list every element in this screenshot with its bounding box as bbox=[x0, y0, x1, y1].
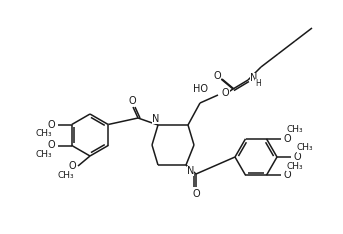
Text: O: O bbox=[222, 88, 229, 98]
Text: N: N bbox=[152, 114, 159, 124]
Text: CH₃: CH₃ bbox=[36, 129, 52, 138]
Text: CH₃: CH₃ bbox=[286, 162, 303, 171]
Text: O: O bbox=[128, 96, 136, 106]
Text: N: N bbox=[187, 166, 194, 176]
Text: O: O bbox=[294, 152, 301, 162]
Text: O: O bbox=[284, 134, 291, 144]
Text: O: O bbox=[68, 161, 76, 171]
Text: O: O bbox=[192, 189, 200, 199]
Text: O: O bbox=[284, 170, 291, 180]
Text: HO: HO bbox=[193, 84, 208, 94]
Text: CH₃: CH₃ bbox=[297, 143, 313, 153]
Text: H: H bbox=[255, 78, 261, 88]
Text: N: N bbox=[250, 73, 257, 83]
Text: O: O bbox=[213, 71, 221, 81]
Text: O: O bbox=[47, 140, 55, 150]
Text: CH₃: CH₃ bbox=[36, 150, 52, 159]
Text: CH₃: CH₃ bbox=[58, 172, 74, 180]
Text: CH₃: CH₃ bbox=[286, 125, 303, 134]
Text: O: O bbox=[47, 120, 55, 129]
